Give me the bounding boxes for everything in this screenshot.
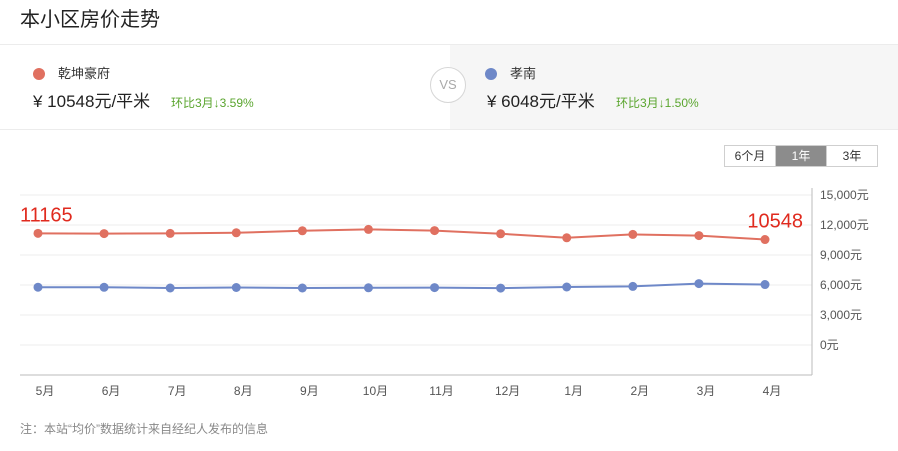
y-tick-label: 12,000元	[820, 218, 869, 232]
x-tick-label: 9月	[300, 384, 319, 398]
data-point	[99, 282, 109, 292]
data-point	[99, 229, 109, 239]
y-tick-label: 6,000元	[820, 278, 862, 292]
data-point	[562, 282, 572, 292]
data-point	[496, 283, 506, 293]
x-tick-label: 7月	[168, 384, 187, 398]
tab-1-year[interactable]: 1年	[775, 146, 826, 166]
x-tick-label: 10月	[363, 384, 388, 398]
data-point	[33, 228, 43, 238]
compare-right: 孝南 ¥ 6048元/平米 环比3月↓1.50%	[450, 45, 898, 129]
tab-6-months[interactable]: 6个月	[725, 146, 775, 166]
x-tick-label: 3月	[697, 384, 716, 398]
data-point	[760, 235, 770, 245]
vs-badge: VS	[430, 67, 466, 103]
tab-3-years[interactable]: 3年	[826, 146, 877, 166]
data-label: 10548	[747, 211, 803, 233]
x-tick-label: 6月	[102, 384, 121, 398]
range-tabs: 6个月 1年 3年	[724, 145, 878, 167]
x-tick-label: 5月	[36, 384, 55, 398]
compare-panel: 乾坤豪府 ¥ 10548元/平米 环比3月↓3.59% 孝南 ¥ 6048元/平…	[0, 44, 898, 130]
data-point	[231, 283, 241, 292]
x-tick-label: 4月	[763, 384, 782, 398]
footnote: 注：本站“均价”数据统计来自经纪人发布的信息	[20, 422, 268, 436]
compare-left-change: 环比3月↓3.59%	[171, 96, 254, 110]
data-point	[430, 226, 440, 236]
data-point	[165, 228, 175, 238]
compare-right-change: 环比3月↓1.50%	[616, 96, 699, 110]
x-tick-label: 1月	[564, 384, 583, 398]
x-tick-label: 11月	[429, 384, 453, 398]
legend-dot-right	[485, 68, 497, 80]
compare-right-price: ¥ 6048元/平米	[487, 92, 595, 111]
data-point	[165, 283, 175, 293]
y-tick-label: 15,000元	[820, 188, 869, 202]
page-title: 本小区房价走势	[20, 9, 160, 31]
data-point	[363, 224, 373, 234]
x-tick-label: 12月	[495, 384, 520, 398]
data-point	[694, 231, 704, 241]
compare-left-price: ¥ 10548元/平米	[33, 92, 151, 111]
data-point	[33, 282, 43, 292]
data-point	[760, 280, 770, 290]
data-point	[297, 283, 307, 293]
y-tick-label: 3,000元	[820, 308, 862, 322]
data-point	[297, 226, 307, 236]
price-trend-chart: 15,000元 12,000元 9,000元 6,000元 3,000元 0元 5月 6月 7月…	[20, 188, 869, 398]
x-tick-label: 2月	[630, 384, 649, 398]
y-tick-label: 9,000元	[820, 248, 862, 262]
compare-right-name: 孝南	[510, 66, 537, 81]
series-line-1	[37, 282, 766, 290]
legend-dot-left	[33, 68, 45, 80]
compare-left: 乾坤豪府 ¥ 10548元/平米 环比3月↓3.59%	[0, 45, 450, 129]
x-tick-label: 8月	[234, 384, 253, 398]
data-point	[231, 228, 241, 238]
data-point	[628, 281, 638, 291]
data-point	[694, 279, 704, 289]
data-point	[496, 229, 506, 239]
data-point	[430, 283, 440, 293]
compare-left-name: 乾坤豪府	[58, 66, 111, 81]
y-tick-label: 0元	[820, 338, 839, 352]
data-point	[628, 229, 638, 239]
data-point	[562, 233, 572, 243]
series-line-0	[37, 228, 766, 241]
data-label: 11165	[20, 204, 73, 226]
data-point	[363, 283, 373, 293]
